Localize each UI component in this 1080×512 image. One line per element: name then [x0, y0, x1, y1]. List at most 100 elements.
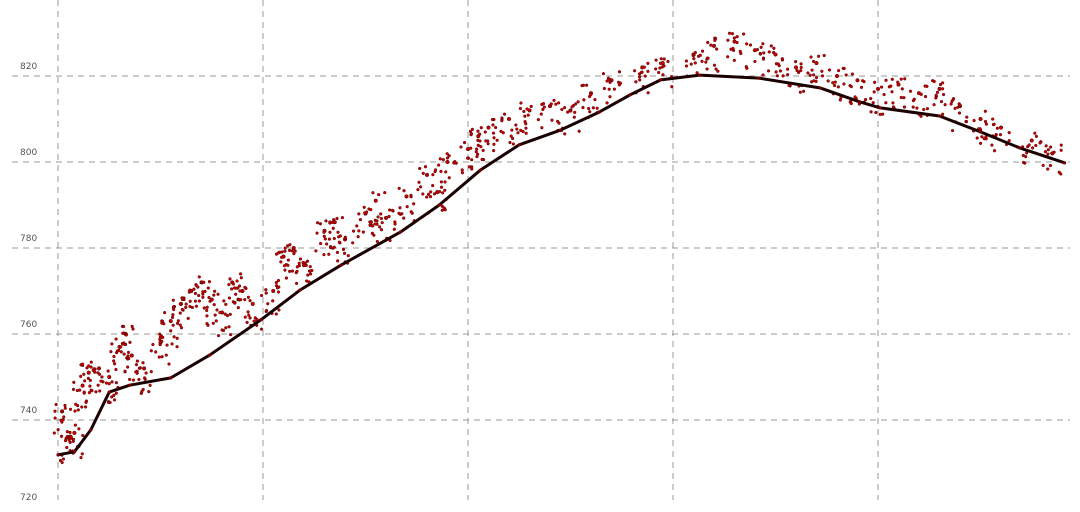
vegetation-point — [1044, 144, 1048, 148]
vegetation-point — [81, 433, 85, 438]
vegetation-point — [1021, 160, 1026, 165]
vegetation-point — [470, 127, 474, 131]
vegetation-point — [308, 272, 313, 276]
vegetation-point — [640, 70, 644, 74]
vegetation-point — [937, 86, 942, 91]
vegetation-point — [775, 74, 779, 78]
vegetation-point — [286, 258, 290, 262]
vegetation-point — [274, 312, 278, 316]
vegetation-point — [836, 85, 840, 89]
vegetation-point — [478, 132, 482, 136]
vegetation-point — [264, 308, 269, 313]
vegetation-point — [114, 337, 118, 341]
ground-point — [878, 106, 882, 110]
vegetation-point — [932, 79, 936, 84]
vegetation-point — [392, 227, 396, 231]
vegetation-point — [112, 398, 117, 402]
ground-point — [89, 428, 93, 432]
vegetation-point — [879, 85, 884, 89]
vegetation-points — [52, 31, 1063, 465]
vegetation-point — [252, 319, 256, 323]
vegetation-point — [606, 76, 610, 80]
vegetation-point — [205, 308, 209, 313]
vegetation-point — [114, 367, 118, 372]
vegetation-point — [492, 136, 496, 140]
vegetation-point — [884, 78, 888, 82]
ground-point — [339, 263, 343, 267]
vegetation-point — [975, 136, 979, 140]
vegetation-point — [859, 85, 864, 89]
vegetation-point — [951, 97, 956, 101]
vegetation-point — [225, 314, 230, 318]
vegetation-point — [373, 222, 377, 226]
vegetation-point — [357, 229, 361, 233]
vegetation-point — [542, 105, 546, 109]
vegetation-point — [923, 94, 928, 99]
vegetation-point — [98, 389, 102, 393]
vegetation-point — [147, 390, 151, 394]
vegetation-point — [1031, 146, 1035, 150]
vegetation-point — [62, 415, 66, 419]
vegetation-point — [714, 67, 718, 71]
vegetation-point — [90, 389, 94, 393]
vegetation-point — [902, 96, 906, 100]
vegetation-point — [404, 194, 409, 199]
vegetation-point — [393, 222, 397, 226]
vegetation-point — [233, 301, 237, 305]
vegetation-point — [476, 129, 480, 133]
vegetation-point — [295, 265, 299, 269]
vegetation-point — [141, 387, 145, 392]
vegetation-point — [983, 119, 988, 124]
vegetation-point — [346, 254, 350, 258]
vegetation-point — [107, 374, 112, 380]
vegetation-point — [171, 323, 175, 327]
vegetation-point — [247, 313, 251, 317]
vegetation-point — [186, 316, 190, 321]
vegetation-point — [911, 105, 915, 109]
vegetation-point — [332, 236, 336, 241]
vegetation-point — [131, 378, 136, 382]
vegetation-point — [335, 216, 339, 221]
vegetation-point — [494, 125, 498, 130]
vegetation-point — [637, 75, 642, 79]
ground-point — [56, 453, 60, 457]
vegetation-point — [206, 286, 210, 290]
vegetation-point — [781, 74, 785, 78]
vegetation-point — [68, 407, 73, 411]
vegetation-point — [379, 228, 384, 232]
vegetation-point — [212, 293, 216, 297]
vegetation-point — [705, 67, 709, 71]
vegetation-point — [332, 218, 336, 222]
vegetation-point — [83, 405, 88, 409]
vegetation-point — [758, 52, 763, 56]
vegetation-point — [437, 163, 441, 167]
vegetation-point — [175, 336, 179, 340]
vegetation-point — [69, 434, 73, 439]
vegetation-point — [158, 332, 162, 336]
vegetation-point — [661, 73, 665, 77]
vegetation-point — [460, 168, 464, 172]
vegetation-point — [518, 106, 523, 111]
vegetation-point — [1043, 150, 1048, 154]
vegetation-point — [298, 257, 303, 261]
vegetation-point — [684, 64, 689, 68]
vegetation-point — [142, 366, 147, 371]
ground-point — [857, 100, 862, 104]
vegetation-point — [229, 333, 233, 337]
vegetation-point — [769, 44, 773, 48]
vegetation-point — [745, 42, 749, 46]
vegetation-point — [1057, 170, 1061, 174]
vegetation-point — [71, 437, 76, 442]
vegetation-point — [248, 316, 252, 320]
vegetation-point — [822, 53, 826, 58]
vegetation-point — [700, 49, 705, 53]
vegetation-point — [443, 208, 447, 212]
vegetation-point — [617, 70, 622, 74]
vegetation-point — [432, 192, 437, 196]
vegetation-point — [459, 145, 463, 149]
vegetation-point — [554, 102, 558, 106]
ground-point — [1017, 146, 1022, 150]
vegetation-point — [440, 204, 444, 208]
vegetation-point — [772, 46, 776, 50]
vegetation-point — [52, 431, 56, 435]
